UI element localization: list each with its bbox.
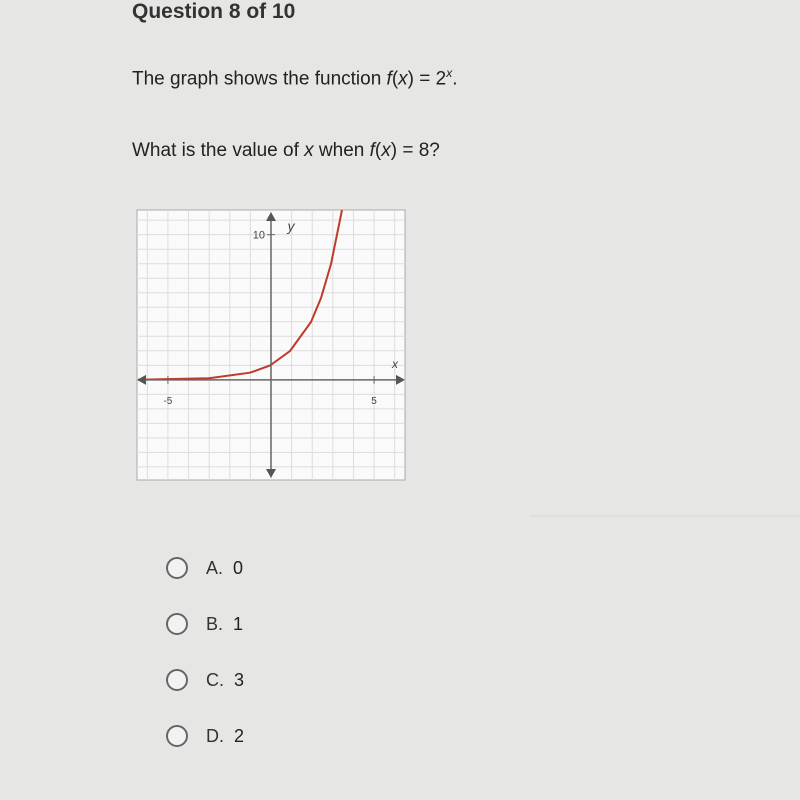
radio-button[interactable] <box>166 725 188 747</box>
option-letter: A. <box>206 557 224 578</box>
x-tick-label: 5 <box>371 396 377 407</box>
x-axis-label: x <box>391 357 399 371</box>
text: ) = 8? <box>390 140 440 161</box>
option-text: 2 <box>234 725 245 746</box>
option-text: 3 <box>234 669 245 690</box>
radio-button[interactable] <box>166 669 188 691</box>
arrow <box>266 469 276 478</box>
text: f <box>369 140 375 161</box>
option-letter: C. <box>206 669 224 690</box>
text: The graph shows the function <box>132 68 387 90</box>
arrow <box>137 374 146 385</box>
exponent: x <box>446 66 453 80</box>
arrow <box>266 212 276 221</box>
text: What is the value of <box>132 140 305 161</box>
y-tick-label: 10 <box>253 230 265 242</box>
radio-button[interactable] <box>166 557 188 579</box>
text: when <box>313 140 370 161</box>
x-tick-label: -5 <box>163 396 172 407</box>
question-counter: Question 8 of 10 <box>132 0 296 23</box>
text: f <box>386 68 392 90</box>
option-text: 1 <box>233 613 244 634</box>
answer-option[interactable]: D. 2 <box>166 721 244 751</box>
function-curve <box>137 209 343 381</box>
answer-option[interactable]: C. 3 <box>166 665 244 695</box>
answer-option[interactable]: B. 1 <box>166 609 243 639</box>
question-prompt: What is the value of x when f(x) = 8? <box>132 140 440 162</box>
text: x <box>304 140 314 161</box>
radio-button[interactable] <box>166 613 188 635</box>
option-letter: D. <box>206 725 224 746</box>
arrow <box>396 374 405 385</box>
answer-option[interactable]: A. 0 <box>166 553 243 583</box>
option-text: 0 <box>233 557 244 578</box>
text: x <box>381 140 391 161</box>
text: . <box>452 68 458 90</box>
text: ( <box>391 68 399 90</box>
text: ) = 2 <box>407 68 447 90</box>
option-letter: B. <box>206 613 224 634</box>
text: x <box>398 68 408 90</box>
text: ( <box>374 140 382 161</box>
y-axis-label: y <box>287 218 296 234</box>
question-statement: The graph shows the function f(x) = 2x. <box>132 66 458 90</box>
